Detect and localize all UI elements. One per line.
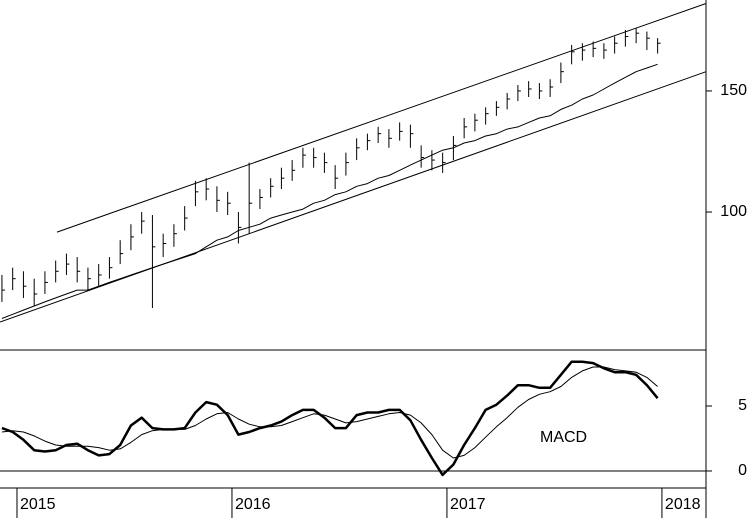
x-tick-label: 2018 — [665, 496, 701, 513]
x-tick-label: 2017 — [450, 496, 486, 513]
series-line — [1, 360, 659, 477]
y-tick-label: 5 — [738, 397, 747, 414]
moving-average — [1, 63, 658, 319]
y-tick-label: 0 — [738, 462, 747, 479]
series-line — [1, 366, 658, 459]
trend-line — [56, 3, 707, 233]
trend-line — [0, 71, 707, 323]
annotation: MACD — [540, 429, 587, 446]
y-tick-label: 150 — [720, 82, 747, 99]
y-tick-label: 100 — [720, 203, 747, 220]
x-tick-label: 2016 — [235, 496, 271, 513]
x-tick-label: 2015 — [20, 496, 56, 513]
